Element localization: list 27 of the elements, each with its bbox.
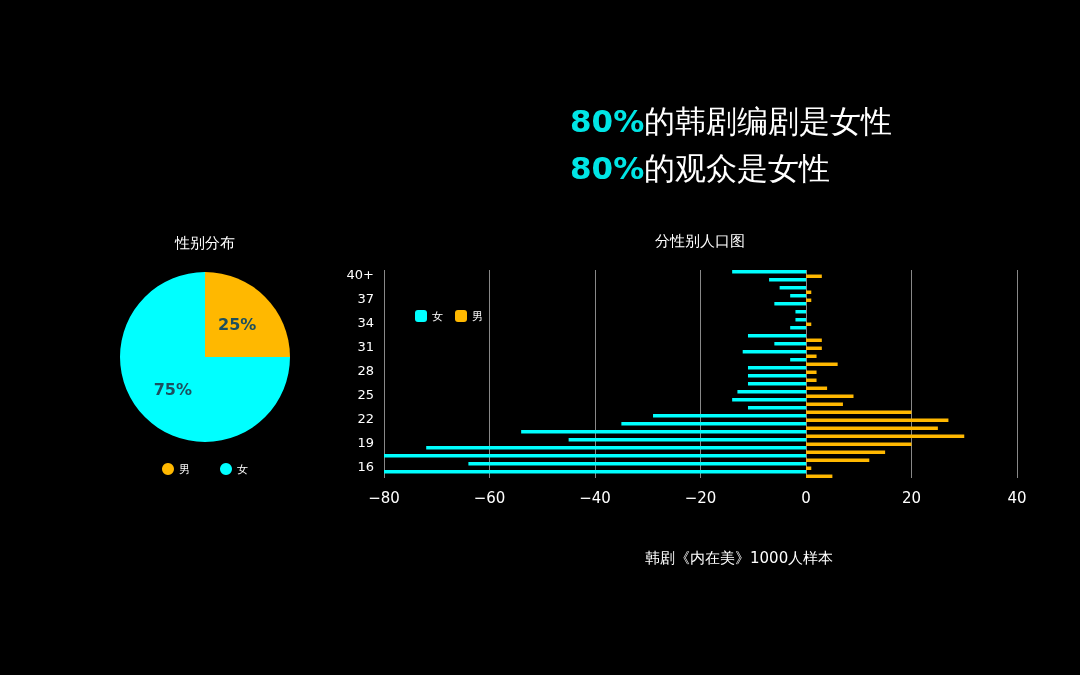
- chart-title: 性别分布: [174, 233, 235, 252]
- x-tick-label: 20: [901, 488, 922, 507]
- x-tick-label: 0: [801, 488, 811, 507]
- text: 80%的观众是女性: [570, 149, 831, 186]
- y-tick-label: 31: [357, 338, 374, 354]
- y-tick-label: 34: [357, 314, 374, 330]
- x-tick-label: −40: [579, 488, 611, 507]
- y-tick-label: 40+: [346, 266, 374, 282]
- y-tick-label: 22: [357, 410, 374, 426]
- text: 韩剧《内在美》1000人样本: [645, 548, 834, 567]
- legend-label: 女: [432, 309, 443, 323]
- data-label: 25%: [218, 315, 257, 335]
- y-tick-label: 25: [357, 386, 374, 402]
- x-tick-label: −20: [684, 488, 717, 507]
- text: 80%的韩剧编剧是女性: [570, 102, 893, 139]
- x-tick-label: −80: [368, 488, 400, 507]
- data-label: 75%: [153, 379, 192, 399]
- chart-title: 分性别人口图: [655, 231, 745, 250]
- y-tick-label: 16: [357, 458, 374, 474]
- x-tick-label: 40: [1007, 488, 1027, 507]
- y-tick-label: 37: [357, 290, 374, 306]
- x-tick-label: −60: [473, 488, 506, 507]
- y-tick-label: 19: [357, 434, 374, 450]
- legend-label: 男: [472, 309, 483, 323]
- y-tick-label: 28: [357, 362, 374, 378]
- legend-label: 女: [237, 462, 248, 476]
- legend-label: 男: [179, 462, 190, 476]
